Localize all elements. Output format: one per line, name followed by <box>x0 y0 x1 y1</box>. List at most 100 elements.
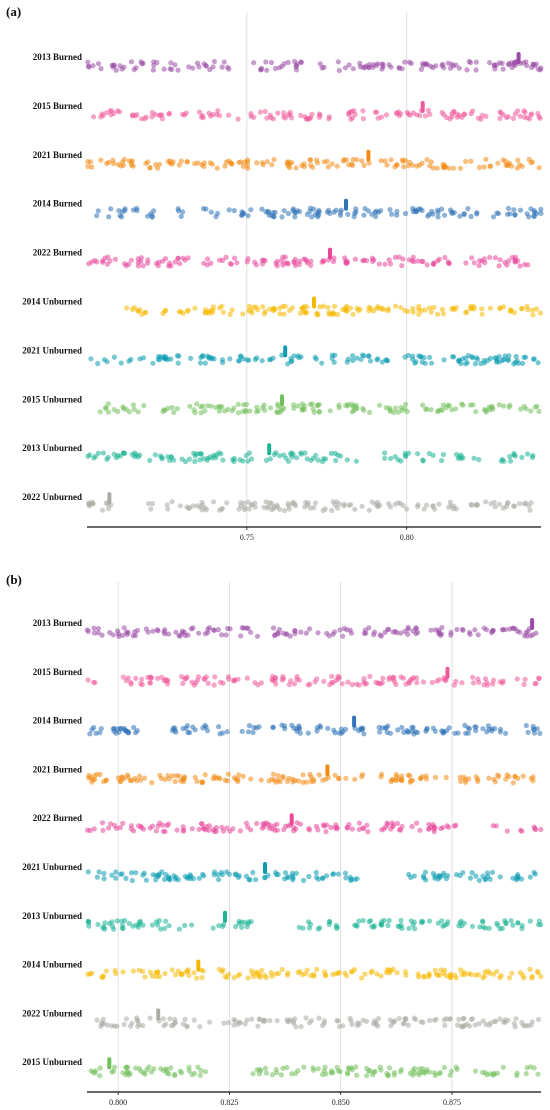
data-point <box>177 261 183 267</box>
data-point <box>449 407 455 413</box>
chart-b: 2013 Burned 2015 Burned 2014 Burned 2021 Bu… <box>22 582 544 1107</box>
data-point <box>241 625 247 631</box>
data-point <box>89 259 95 265</box>
data-point <box>538 206 544 212</box>
median-marker <box>352 715 357 728</box>
data-point <box>302 256 309 262</box>
data-point <box>441 1065 447 1071</box>
data-point <box>85 677 91 683</box>
data-point <box>206 310 212 316</box>
data-point <box>240 210 246 216</box>
data-point <box>166 631 172 637</box>
data-point <box>496 263 502 269</box>
data-point <box>329 352 335 358</box>
data-point <box>245 256 251 262</box>
data-point <box>85 59 91 65</box>
data-point <box>497 257 503 263</box>
data-point <box>120 1070 126 1076</box>
data-point <box>394 212 400 218</box>
data-point <box>518 827 524 833</box>
data-point <box>511 310 517 316</box>
data-point <box>361 162 367 168</box>
data-point <box>239 728 245 734</box>
data-point <box>138 258 144 264</box>
data-point <box>121 1021 127 1027</box>
data-point <box>444 114 450 121</box>
data-point <box>395 923 401 929</box>
data-point <box>240 163 246 169</box>
data-point <box>266 503 272 509</box>
row-label: 2015 Unburned <box>22 394 82 404</box>
data-point <box>166 1071 172 1077</box>
data-point <box>304 967 310 973</box>
data-point <box>248 456 255 462</box>
data-point <box>416 1072 422 1078</box>
data-point <box>495 160 501 166</box>
data-point <box>215 108 221 114</box>
data-point <box>363 680 369 687</box>
data-point <box>292 631 298 637</box>
row-label: 2014 Burned <box>33 716 82 726</box>
data-point <box>349 682 355 688</box>
data-point <box>89 499 95 505</box>
data-point <box>303 116 310 122</box>
data-point <box>316 409 322 415</box>
data-point <box>91 630 97 636</box>
data-point <box>245 975 251 981</box>
data-point <box>312 500 319 506</box>
data-point <box>253 877 259 883</box>
data-point <box>99 1020 105 1026</box>
data-point <box>188 355 194 361</box>
data-point <box>402 210 409 217</box>
data-point <box>487 305 493 311</box>
data-point <box>256 1071 262 1077</box>
data-point <box>371 1021 377 1027</box>
data-point <box>453 678 459 685</box>
chart-a: 2013 Burned 2015 Burned 2021 Burned 2014 Bu… <box>22 12 544 542</box>
data-point <box>268 356 274 362</box>
data-point <box>235 1021 241 1027</box>
data-point <box>333 207 339 213</box>
data-point <box>283 455 289 461</box>
data-point <box>87 731 93 737</box>
data-point <box>121 625 127 631</box>
data-point <box>120 632 126 638</box>
data-point <box>500 505 506 511</box>
data-point <box>392 164 398 170</box>
data-point <box>284 875 290 881</box>
data-point <box>327 210 333 216</box>
data-point <box>323 829 329 835</box>
data-point <box>512 212 518 218</box>
data-point <box>303 1015 309 1021</box>
data-point <box>197 360 203 366</box>
data-point <box>308 258 314 264</box>
data-point <box>168 1023 175 1029</box>
data-point <box>522 676 528 682</box>
data-point <box>240 311 246 317</box>
data-point <box>109 919 115 925</box>
data-point <box>514 165 521 171</box>
data-point <box>487 254 493 260</box>
data-point <box>446 403 452 409</box>
data-point <box>427 1017 433 1023</box>
data-point <box>139 61 145 67</box>
data-point <box>387 1065 393 1071</box>
data-point <box>489 869 496 875</box>
data-point <box>343 258 349 264</box>
data-point <box>145 213 151 219</box>
data-point <box>535 110 541 117</box>
data-point <box>512 259 518 265</box>
data-point <box>203 206 209 212</box>
data-point <box>278 1072 284 1078</box>
data-point <box>471 260 477 266</box>
data-point <box>255 682 261 688</box>
data-point <box>449 111 455 117</box>
data-point <box>445 872 451 879</box>
data-point <box>316 207 322 214</box>
data-point <box>201 826 207 832</box>
data-point <box>219 824 225 830</box>
data-point <box>178 158 184 164</box>
data-point <box>301 877 307 883</box>
row-label: 2013 Unburned <box>22 911 82 921</box>
data-point <box>294 61 300 67</box>
